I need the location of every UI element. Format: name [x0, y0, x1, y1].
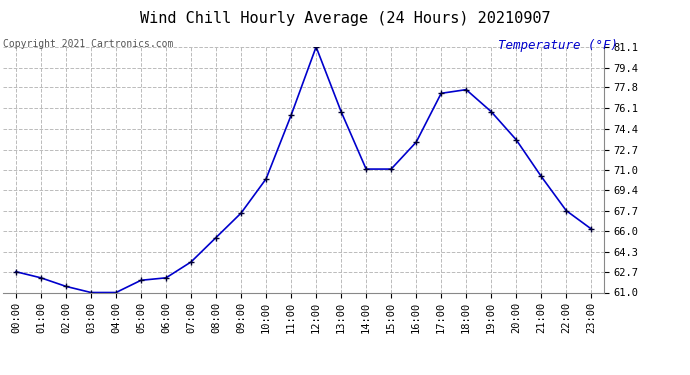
Text: Temperature (°F): Temperature (°F) — [497, 39, 618, 53]
Text: Wind Chill Hourly Average (24 Hours) 20210907: Wind Chill Hourly Average (24 Hours) 202… — [139, 11, 551, 26]
Text: Copyright 2021 Cartronics.com: Copyright 2021 Cartronics.com — [3, 39, 174, 50]
